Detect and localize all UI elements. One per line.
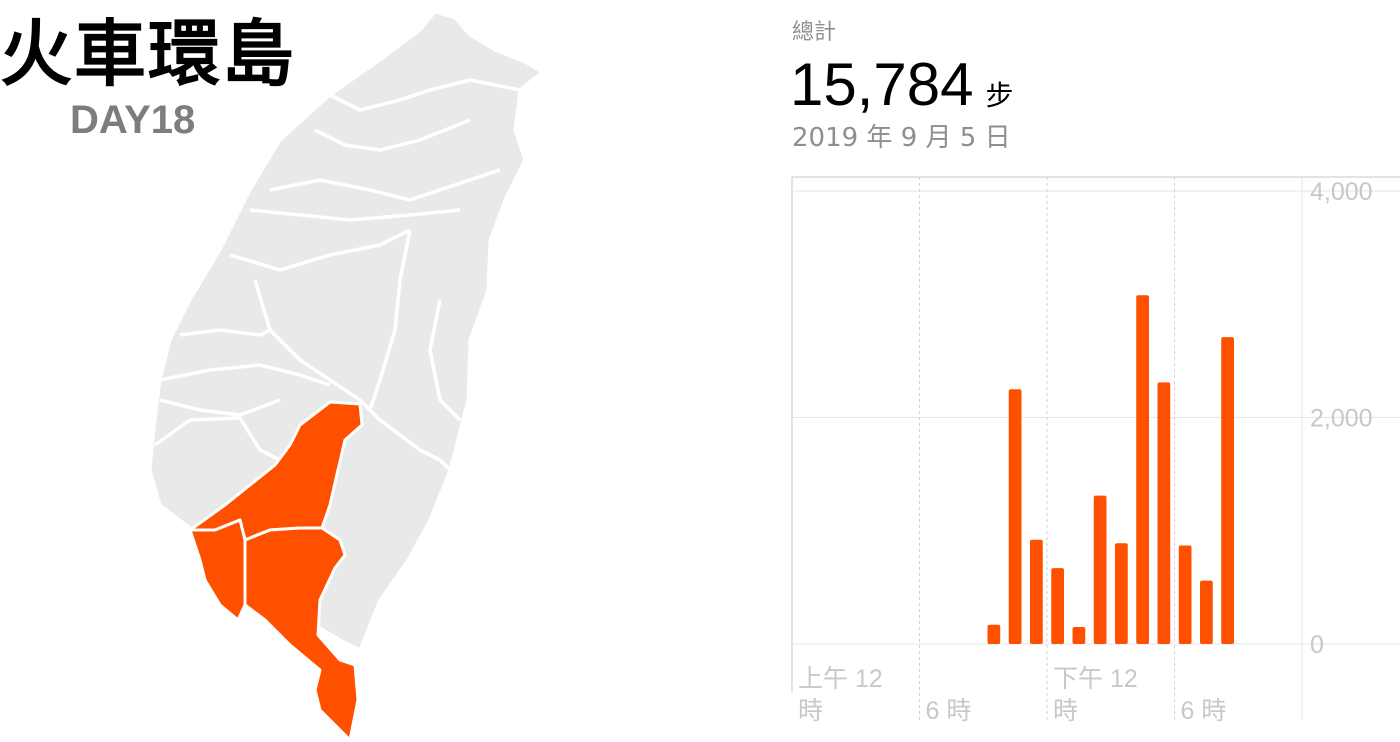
bar <box>1115 543 1128 644</box>
x-tick-label: 上午 12 <box>798 665 883 693</box>
map-county-borders <box>153 78 521 472</box>
bar <box>1157 382 1171 644</box>
bar <box>1030 539 1043 644</box>
bar <box>1221 337 1234 644</box>
y-tick-label: 0 <box>1310 631 1324 659</box>
page-subtitle: DAY18 <box>70 98 196 142</box>
total-steps: 15,784 步 <box>790 52 1014 129</box>
bar <box>987 624 1001 644</box>
bar <box>1136 295 1149 644</box>
x-tick-label: 6 時 <box>926 697 972 725</box>
bar <box>1093 495 1107 644</box>
y-tick-label: 4,000 <box>1310 178 1373 206</box>
map-region-pingtung <box>188 518 247 622</box>
total-label: 總計 <box>792 20 837 45</box>
bar <box>1008 389 1022 644</box>
x-tick-label: 時 <box>798 697 823 725</box>
date-label: 2019 年 9 月 5 日 <box>792 123 1011 153</box>
total-steps-unit: 步 <box>985 79 1014 112</box>
x-tick-label: 時 <box>1053 697 1078 725</box>
taiwan-map <box>148 10 544 742</box>
x-tick-label: 6 時 <box>1181 697 1227 725</box>
x-tick-label: 下午 12 <box>1053 665 1138 693</box>
y-tick-label: 2,000 <box>1310 405 1373 433</box>
bar <box>1200 580 1213 644</box>
bar <box>1072 627 1086 644</box>
bar <box>1051 568 1064 644</box>
total-steps-value: 15,784 <box>790 51 974 118</box>
page-title: 火車環島 <box>0 12 297 96</box>
bar <box>1178 545 1192 644</box>
